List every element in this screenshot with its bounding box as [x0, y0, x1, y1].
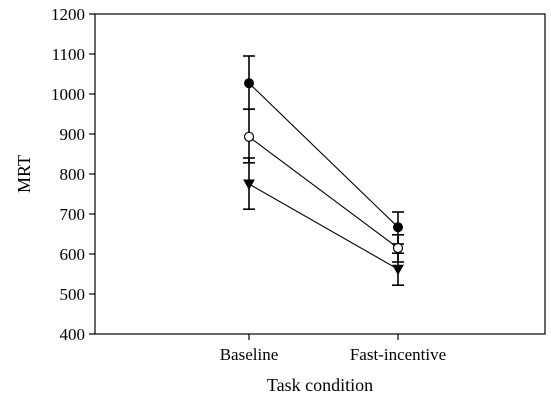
- series-layer: [243, 55, 404, 287]
- x-tick-label: Baseline: [220, 345, 279, 364]
- data-point: [243, 179, 255, 191]
- data-point: [392, 242, 404, 254]
- y-tick-label: 900: [60, 125, 86, 144]
- plot-frame: [94, 13, 546, 335]
- y-tick-label: 600: [60, 245, 86, 264]
- data-point: [243, 131, 255, 142]
- y-axis: 400 500 600 700 800 900 1000 1100 1200: [51, 5, 95, 344]
- y-tick-label: 800: [60, 165, 86, 184]
- series-open-circle: [243, 108, 404, 263]
- y-tick-label: 700: [60, 205, 86, 224]
- x-axis: Baseline Fast-incentive: [220, 334, 446, 364]
- series-line: [248, 136, 399, 249]
- y-tick-label: 500: [60, 285, 86, 304]
- data-point: [392, 264, 404, 276]
- series-line: [248, 82, 399, 228]
- data-point: [393, 222, 403, 233]
- y-axis-title: MRT: [14, 155, 34, 193]
- y-tick-label: 1100: [52, 45, 85, 64]
- y-tick-label: 400: [60, 325, 86, 344]
- x-axis-title: Task condition: [267, 375, 373, 395]
- x-tick-label: Fast-incentive: [350, 345, 446, 364]
- data-point: [244, 78, 254, 89]
- y-tick-label: 1000: [51, 85, 85, 104]
- series-line: [248, 183, 399, 270]
- series-filled-triangle-down: [243, 157, 404, 287]
- y-tick-label: 1200: [51, 5, 85, 24]
